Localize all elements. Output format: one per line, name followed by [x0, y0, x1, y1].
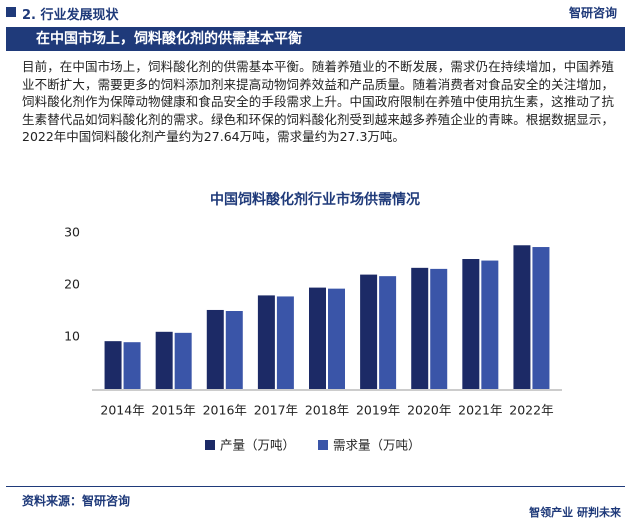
bar: [276, 296, 294, 389]
bar: [411, 267, 429, 389]
footer-line: [6, 486, 625, 487]
bar: [462, 259, 480, 389]
bar: [481, 260, 499, 389]
bar: [360, 274, 378, 389]
bar: [513, 245, 531, 389]
section-title: 2. 行业发展现状: [22, 8, 119, 23]
bar: [328, 288, 345, 389]
bar: [104, 341, 122, 389]
legend-swatch: [318, 440, 328, 450]
bar: [206, 309, 224, 389]
logo: 智研咨询: [568, 6, 617, 20]
legend-label: 产量（万吨）: [220, 438, 295, 453]
x-tick-label: 2015年: [152, 403, 196, 418]
y-tick-label: 30: [64, 225, 80, 240]
x-tick-label: 2018年: [305, 403, 349, 418]
x-tick-label: 2021年: [458, 403, 502, 418]
header-icon: [6, 7, 16, 17]
bar: [174, 332, 192, 389]
source: 资料来源：智研咨询: [22, 494, 131, 508]
bar: [430, 268, 448, 389]
y-tick-label: 10: [64, 329, 80, 344]
header: 2. 行业发展现状 智研咨询: [0, 0, 631, 24]
chart-title: 中国饲料酸化剂行业市场供需情况: [210, 191, 420, 208]
bar: [379, 276, 397, 389]
x-tick-label: 2020年: [407, 403, 451, 418]
bar: [309, 287, 326, 389]
bar: [155, 331, 173, 389]
bar: [225, 311, 243, 389]
bar: [532, 247, 550, 389]
slogan: 智领产业 研判未来: [529, 506, 621, 519]
banner: 在中国市场上，饲料酸化剂的供需基本平衡: [6, 27, 625, 51]
paragraph: 目前，在中国市场上，饲料酸化剂的供需基本平衡。随着养殖业的不断发展，需求仍在持续…: [22, 59, 614, 144]
x-tick-label: 2022年: [509, 403, 553, 418]
x-tick-label: 2016年: [203, 403, 247, 418]
bar: [123, 342, 141, 389]
legend-label: 需求量（万吨）: [333, 438, 421, 453]
y-tick-label: 20: [64, 277, 80, 292]
bar: [257, 295, 275, 389]
x-tick-label: 2017年: [254, 403, 298, 418]
x-tick-label: 2019年: [356, 403, 400, 418]
x-tick-label: 2014年: [100, 403, 144, 418]
legend-swatch: [205, 440, 215, 450]
